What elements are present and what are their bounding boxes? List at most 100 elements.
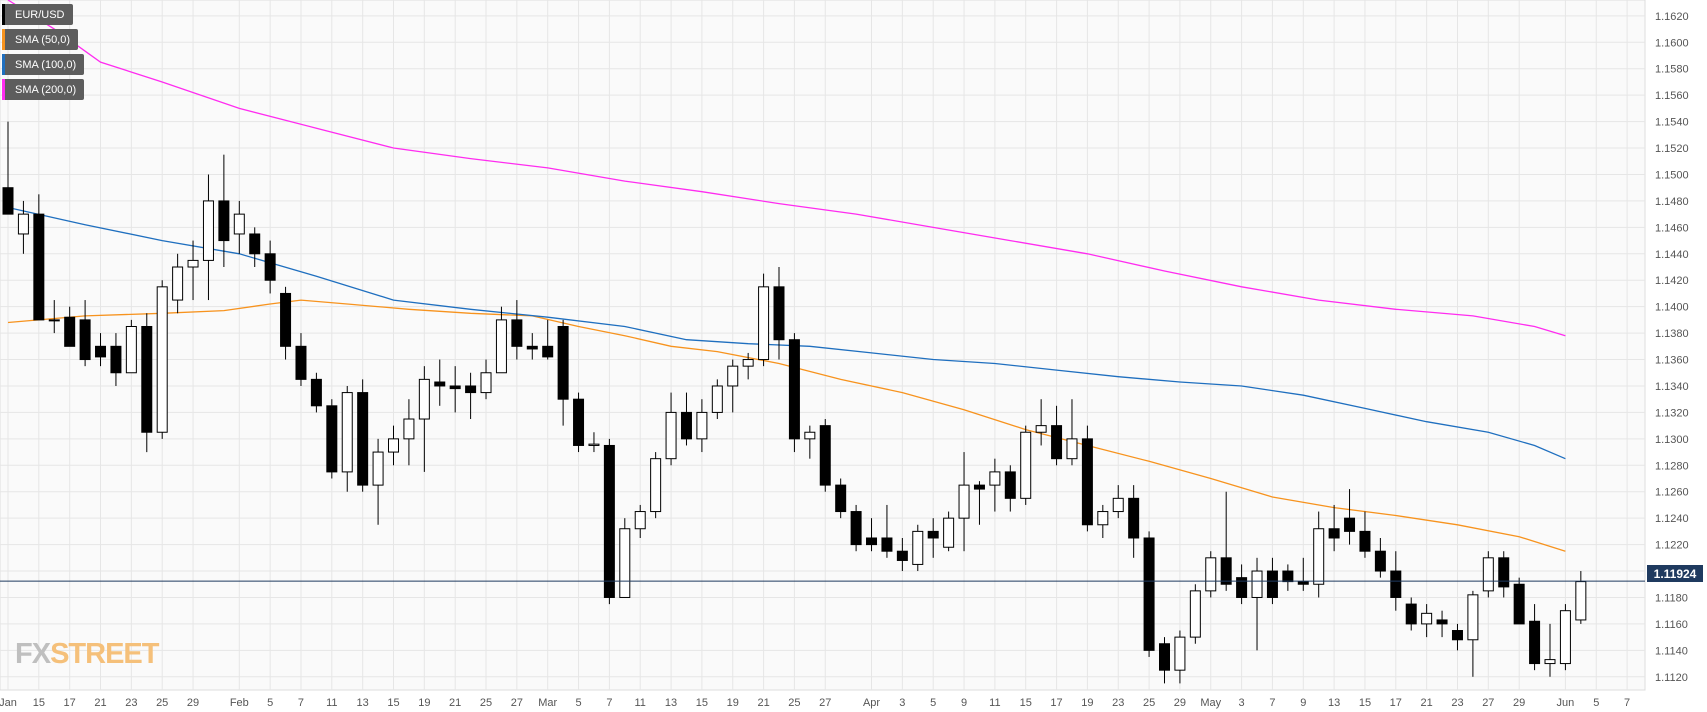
candle-body-down <box>310 378 322 407</box>
candle <box>1035 399 1047 446</box>
candle <box>1297 557 1309 591</box>
candle <box>1282 564 1294 591</box>
logo-street: STREET <box>50 638 159 670</box>
candle-body-up <box>202 200 214 261</box>
candle-body-down <box>1374 550 1386 572</box>
candle <box>403 399 415 466</box>
x-tick-label: 25 <box>788 697 800 709</box>
legend-item-sma50[interactable]: SMA (50,0) <box>2 29 79 50</box>
candle-body-down <box>1081 438 1093 526</box>
legend-item-sma200[interactable]: SMA (200,0) <box>2 79 85 100</box>
candle <box>110 333 122 386</box>
candle-body-up <box>696 411 708 440</box>
candle-body-down <box>1436 619 1448 625</box>
x-tick-label: 23 <box>125 697 137 709</box>
candle <box>95 333 107 367</box>
candle-body-up <box>1544 659 1556 665</box>
candle-body-down <box>1128 497 1140 539</box>
x-tick-label: 11 <box>326 697 337 709</box>
candle-body-down <box>326 405 338 473</box>
x-tick-label: 15 <box>387 697 399 709</box>
x-tick-label: Apr <box>863 697 880 709</box>
candle-body-up <box>665 411 677 460</box>
candle-body-down <box>1328 528 1340 539</box>
candle-body-up <box>758 286 770 361</box>
candle-body-up <box>958 484 970 519</box>
candle <box>202 174 214 301</box>
candle-body-up <box>156 286 168 433</box>
candle-body-up <box>388 438 399 453</box>
candle-body-down <box>218 200 230 242</box>
x-tick-label: 7 <box>1269 697 1275 709</box>
x-tick-label: 5 <box>1593 697 1599 709</box>
candle <box>418 366 430 472</box>
legend-swatch <box>2 29 5 50</box>
candle <box>1421 604 1433 638</box>
x-tick-label: 17 <box>64 697 76 709</box>
x-tick-label: 23 <box>1451 697 1463 709</box>
x-tick-label: 27 <box>1482 697 1494 709</box>
plot-area <box>0 0 1646 691</box>
x-axis-ticks: Jan 15 17 21 23 25 29 Feb 5 7 11 13 15 19 21 25 27 Mar 5 7 1… <box>0 697 1630 709</box>
candle <box>1467 590 1479 677</box>
candle <box>526 333 538 360</box>
candle-body-down <box>1266 570 1278 598</box>
candle <box>727 359 739 413</box>
candle-body-up <box>1189 590 1201 638</box>
x-tick-label: 3 <box>1239 697 1245 709</box>
candle <box>295 333 307 386</box>
candle <box>912 524 924 572</box>
candle-body-down <box>973 484 985 490</box>
candle <box>1451 623 1463 651</box>
candle-body-up <box>1251 570 1263 598</box>
candle-body-down <box>1143 537 1155 651</box>
candle-body-down <box>110 345 122 374</box>
legend-item-eurusd[interactable]: EUR/USD <box>2 4 73 25</box>
candle-body-down <box>680 411 692 440</box>
candle <box>280 286 292 360</box>
candle-body-up <box>1575 581 1587 621</box>
candle-body-down <box>896 550 908 561</box>
x-tick-label: 19 <box>418 697 430 709</box>
x-tick-label: Feb <box>230 697 249 709</box>
candle <box>1174 630 1186 684</box>
candle <box>989 458 1001 512</box>
candle-body-up <box>1313 528 1325 585</box>
candle-body-down <box>264 253 276 281</box>
candle-body-down <box>249 233 261 255</box>
candle-body-up <box>943 517 955 548</box>
candle <box>1575 571 1587 624</box>
candle-body-down <box>511 319 523 347</box>
y-tick-label: 1.1220 <box>1655 540 1689 552</box>
y-tick-label: 1.1520 <box>1655 143 1689 155</box>
candle <box>388 425 399 466</box>
x-tick-label: 17 <box>1390 697 1402 709</box>
y-tick-label: 1.1140 <box>1655 645 1688 657</box>
x-tick-label: 25 <box>156 697 168 709</box>
candle-body-down <box>357 392 369 486</box>
candle <box>2 121 14 215</box>
candle-body-up <box>1066 438 1078 460</box>
candle <box>634 504 646 538</box>
candle-body-up <box>711 385 723 413</box>
candle-body-down <box>95 345 107 358</box>
y-tick-label: 1.1280 <box>1655 460 1689 472</box>
candle <box>711 379 723 420</box>
x-tick-label: 29 <box>1174 697 1186 709</box>
x-tick-label: 15 <box>1359 697 1371 709</box>
x-tick-label: 15 <box>33 697 45 709</box>
y-tick-label: 1.1260 <box>1655 487 1689 499</box>
x-tick-label: 21 <box>94 697 106 709</box>
x-tick-label: 15 <box>1020 697 1032 709</box>
candle-body-up <box>1020 431 1032 499</box>
legend-swatch <box>2 79 5 100</box>
candle-body-up <box>187 259 199 268</box>
candle-body-down <box>573 398 585 446</box>
y-tick-label: 1.1580 <box>1655 64 1689 76</box>
x-tick-label: 7 <box>298 697 304 709</box>
legend-item-sma100[interactable]: SMA (100,0) <box>2 54 85 75</box>
candle <box>1498 551 1510 598</box>
candle <box>1128 485 1140 558</box>
legend-label: EUR/USD <box>15 8 65 21</box>
